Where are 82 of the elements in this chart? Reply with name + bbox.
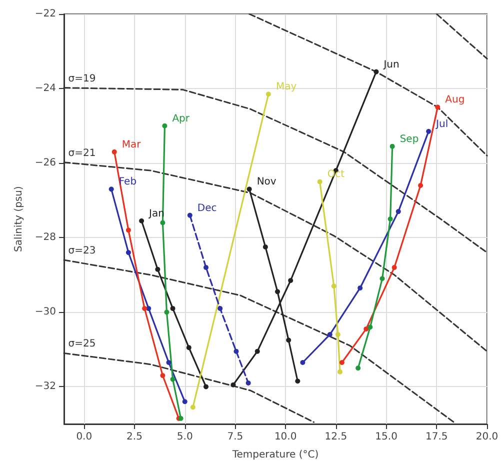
point (426, 128, 432, 134)
point (435, 104, 440, 110)
point (246, 380, 251, 386)
series-label: Nov (256, 176, 276, 188)
series-label: Jun (382, 59, 400, 70)
x-tick-label: 15.0 (375, 432, 398, 442)
point (390, 144, 395, 149)
y-tick-label: −28 (34, 232, 56, 244)
point (317, 179, 322, 184)
point (126, 228, 131, 233)
point (388, 216, 393, 222)
series-label: σ=21 (68, 148, 96, 159)
x-tick-label: 12.5 (324, 432, 348, 442)
point (190, 404, 196, 410)
series-label: Mar (122, 139, 142, 150)
x-tick-label: 20.0 (476, 432, 498, 442)
y-tick-label: −30 (34, 306, 56, 318)
point (108, 186, 114, 192)
point (139, 218, 144, 224)
x-tick-label: 2.5 (126, 432, 142, 442)
point (160, 220, 166, 226)
point (262, 244, 268, 250)
series-label: σ=25 (68, 338, 96, 350)
point (187, 212, 192, 218)
point (295, 378, 300, 384)
point (246, 186, 252, 192)
point (331, 284, 336, 289)
point (327, 332, 332, 338)
point (112, 149, 117, 154)
point (396, 209, 401, 214)
point (234, 348, 239, 354)
point (230, 382, 236, 388)
point (380, 276, 385, 282)
x-axis-title: Temperature (°C) (231, 450, 319, 460)
point (162, 123, 168, 128)
point (170, 376, 176, 382)
series-label: σ=23 (68, 246, 96, 256)
series-label: Dec (197, 202, 217, 214)
point (204, 384, 209, 390)
point (126, 250, 131, 256)
series-label: Apr (172, 113, 190, 124)
point (155, 266, 160, 272)
point (364, 326, 369, 332)
point (170, 306, 176, 311)
y-axis-title: Salinity (psu) (13, 186, 24, 252)
point (358, 285, 363, 290)
point (275, 289, 280, 294)
x-tick-label: 17.5 (426, 432, 448, 442)
point (392, 264, 397, 270)
series-label: σ=19 (68, 73, 96, 84)
x-tick-label: 5.0 (176, 432, 193, 442)
x-tick-label: 0.0 (76, 432, 92, 442)
point (288, 278, 294, 283)
x-tick-label: 10.0 (274, 432, 297, 442)
point (418, 182, 424, 188)
series-label: May (276, 82, 297, 93)
point (368, 324, 373, 330)
point (337, 369, 342, 374)
x-tick-label: 7.5 (227, 432, 244, 442)
point (286, 338, 292, 343)
point (182, 399, 188, 404)
point (339, 360, 344, 365)
point (254, 348, 260, 354)
point (204, 264, 209, 270)
point (335, 332, 340, 338)
point (160, 373, 166, 378)
point (186, 345, 192, 350)
point (164, 310, 170, 315)
y-tick-label: −24 (34, 83, 56, 94)
point (374, 69, 379, 74)
series-label: Jul (435, 118, 448, 130)
point (266, 92, 271, 97)
point (142, 306, 148, 311)
series-label: Aug (445, 94, 465, 106)
point (356, 366, 361, 371)
y-tick-label: −32 (34, 381, 56, 392)
y-tick-label: −26 (34, 158, 56, 169)
point (166, 360, 172, 365)
point (218, 306, 223, 311)
y-tick-label: −22 (34, 8, 56, 20)
series-label: Sep (400, 134, 419, 145)
point (300, 360, 306, 365)
